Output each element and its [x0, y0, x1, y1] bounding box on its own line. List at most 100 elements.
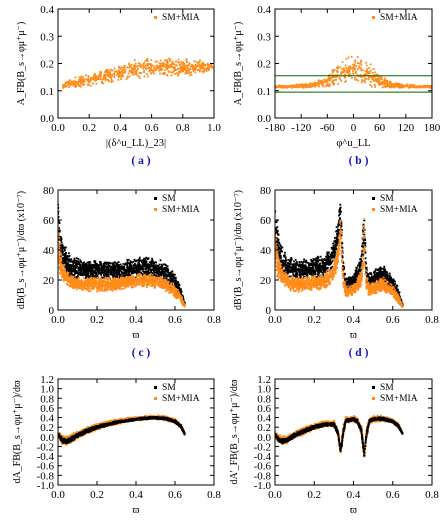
data-point	[395, 285, 398, 288]
data-point	[68, 259, 71, 262]
data-point	[158, 269, 161, 272]
data-point	[136, 281, 138, 284]
data-point	[94, 72, 96, 75]
data-point	[148, 272, 151, 274]
data-point	[328, 83, 331, 86]
data-point	[112, 264, 115, 267]
data-point	[275, 221, 278, 223]
data-point	[138, 265, 141, 268]
data-point	[410, 85, 413, 88]
data-point	[351, 77, 353, 79]
data-point	[155, 280, 158, 283]
data-point	[206, 62, 209, 65]
data-point	[88, 263, 91, 265]
data-point	[95, 79, 98, 82]
data-point	[153, 72, 156, 75]
data-point	[353, 64, 355, 66]
data-point	[169, 60, 171, 62]
data-point	[158, 69, 160, 72]
data-point	[376, 268, 379, 271]
data-point	[88, 290, 90, 292]
data-point	[165, 284, 168, 286]
data-point	[113, 279, 115, 282]
data-point	[305, 260, 308, 262]
data-point	[134, 280, 137, 283]
data-point	[152, 265, 155, 268]
data-point	[285, 86, 288, 89]
data-point	[58, 237, 61, 240]
data-point	[86, 261, 89, 264]
data-point	[382, 82, 384, 85]
legend-label: SM+MIA	[162, 13, 200, 23]
data-point	[149, 68, 151, 71]
data-point	[87, 269, 90, 271]
data-point	[116, 276, 119, 278]
data-point	[357, 79, 360, 82]
data-point	[120, 280, 123, 283]
data-point	[106, 289, 108, 292]
data-point	[115, 288, 118, 291]
data-point	[66, 278, 69, 281]
data-point	[152, 69, 155, 72]
data-point	[123, 276, 126, 278]
data-point	[140, 259, 143, 262]
data-point	[180, 61, 183, 64]
data-point	[79, 265, 81, 267]
data-point	[412, 85, 415, 88]
data-point	[143, 283, 146, 285]
data-point	[184, 72, 187, 74]
data-point	[137, 281, 140, 284]
data-point	[65, 252, 67, 254]
data-point	[101, 283, 103, 286]
data-point	[359, 75, 362, 78]
data-point	[95, 272, 98, 274]
data-point	[66, 284, 69, 286]
x-tick-label: 0.6	[145, 122, 159, 134]
data-point	[141, 281, 144, 283]
data-point	[152, 71, 154, 74]
data-point	[92, 273, 95, 275]
data-point	[163, 73, 166, 75]
data-point	[192, 66, 194, 68]
data-point	[170, 286, 173, 288]
data-point	[284, 86, 286, 88]
data-point	[148, 63, 151, 65]
data-point	[166, 275, 169, 278]
data-point	[303, 258, 305, 261]
data-point	[154, 271, 157, 274]
y-tick-label: 0.1	[40, 86, 54, 98]
data-point	[390, 85, 393, 88]
data-point	[275, 85, 277, 88]
data-point	[322, 273, 325, 275]
data-point	[125, 281, 127, 284]
data-point	[126, 266, 128, 269]
data-point	[111, 289, 114, 292]
data-point	[107, 286, 110, 289]
data-point	[174, 280, 176, 283]
data-point	[158, 273, 161, 275]
data-point	[165, 60, 168, 63]
data-point	[321, 268, 324, 270]
data-point	[100, 276, 103, 279]
data-point	[371, 85, 373, 88]
data-point	[341, 61, 344, 63]
data-point	[123, 283, 125, 285]
data-point	[65, 81, 68, 84]
data-point	[354, 71, 357, 74]
data-point	[118, 76, 120, 78]
data-point	[154, 275, 157, 278]
data-point	[78, 287, 81, 289]
data-point	[144, 60, 147, 62]
data-point	[175, 288, 178, 290]
legend-marker	[154, 208, 157, 211]
data-point	[163, 287, 165, 289]
data-point	[155, 282, 157, 285]
data-point	[113, 272, 115, 275]
data-point	[159, 72, 161, 75]
data-point	[348, 69, 351, 72]
data-point	[111, 69, 114, 72]
data-point	[63, 246, 66, 249]
data-point	[132, 268, 134, 271]
data-point	[171, 60, 174, 63]
data-point	[176, 286, 179, 289]
